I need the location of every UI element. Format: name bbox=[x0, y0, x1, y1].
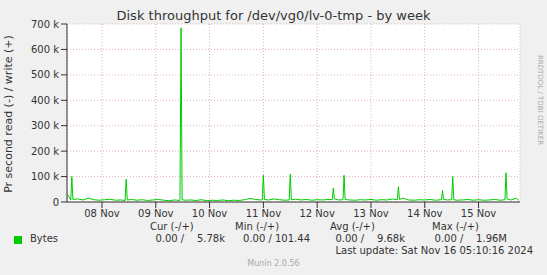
svg-text:300 k: 300 k bbox=[31, 120, 59, 131]
svg-text:600 k: 600 k bbox=[31, 44, 59, 55]
svg-text:08 Nov: 08 Nov bbox=[84, 208, 120, 218]
svg-text:400 k: 400 k bbox=[31, 95, 59, 106]
svg-text:12 Nov: 12 Nov bbox=[299, 208, 335, 218]
svg-text:13 Nov: 13 Nov bbox=[353, 208, 389, 218]
html-text:RRDTOOL / TOBI OETIKER: RRDTOOL / TOBI OETIKER bbox=[536, 54, 544, 146]
html-text:Bytes: Bytes bbox=[30, 233, 59, 244]
html-text:Min (-/+): Min (-/+) bbox=[235, 221, 280, 232]
html-text:0.00 / 101.44: 0.00 / 101.44 bbox=[243, 233, 310, 244]
html-text:Munin 2.0.56: Munin 2.0.56 bbox=[247, 259, 300, 268]
html-text:Cur (-/+): Cur (-/+) bbox=[150, 221, 194, 232]
svg-text:10 Nov: 10 Nov bbox=[192, 208, 228, 218]
html-text:0.00 / 9.68k: 0.00 / 9.68k bbox=[335, 233, 405, 244]
svg-text:15 Nov: 15 Nov bbox=[461, 208, 497, 218]
svg-text:0: 0 bbox=[53, 197, 59, 208]
html-text:Avg (-/+): Avg (-/+) bbox=[330, 221, 375, 232]
svg-text:100 k: 100 k bbox=[31, 171, 59, 182]
svg-text:700 k: 700 k bbox=[31, 19, 59, 30]
html-text:0.00 / 5.78k: 0.00 / 5.78k bbox=[155, 233, 225, 244]
html-text:Max (-/+): Max (-/+) bbox=[432, 221, 479, 232]
html-text:0.00 / 1.96M: 0.00 / 1.96M bbox=[434, 233, 507, 244]
svg-text:500 k: 500 k bbox=[31, 69, 59, 80]
svg-text:11 Nov: 11 Nov bbox=[246, 208, 282, 218]
html-text:Disk throughput for /dev/vg0/l: Disk throughput for /dev/vg0/lv-0-tmp - … bbox=[116, 8, 431, 23]
svg-text:14 Nov: 14 Nov bbox=[407, 208, 443, 218]
svg-text:09 Nov: 09 Nov bbox=[138, 208, 174, 218]
svg-text:200 k: 200 k bbox=[31, 146, 59, 157]
html-text:Pr second read (-) / write (+): Pr second read (-) / write (+) bbox=[1, 35, 15, 193]
html-text:Last update: Sat Nov 16 05:10:: Last update: Sat Nov 16 05:10:16 2024 bbox=[335, 245, 533, 256]
